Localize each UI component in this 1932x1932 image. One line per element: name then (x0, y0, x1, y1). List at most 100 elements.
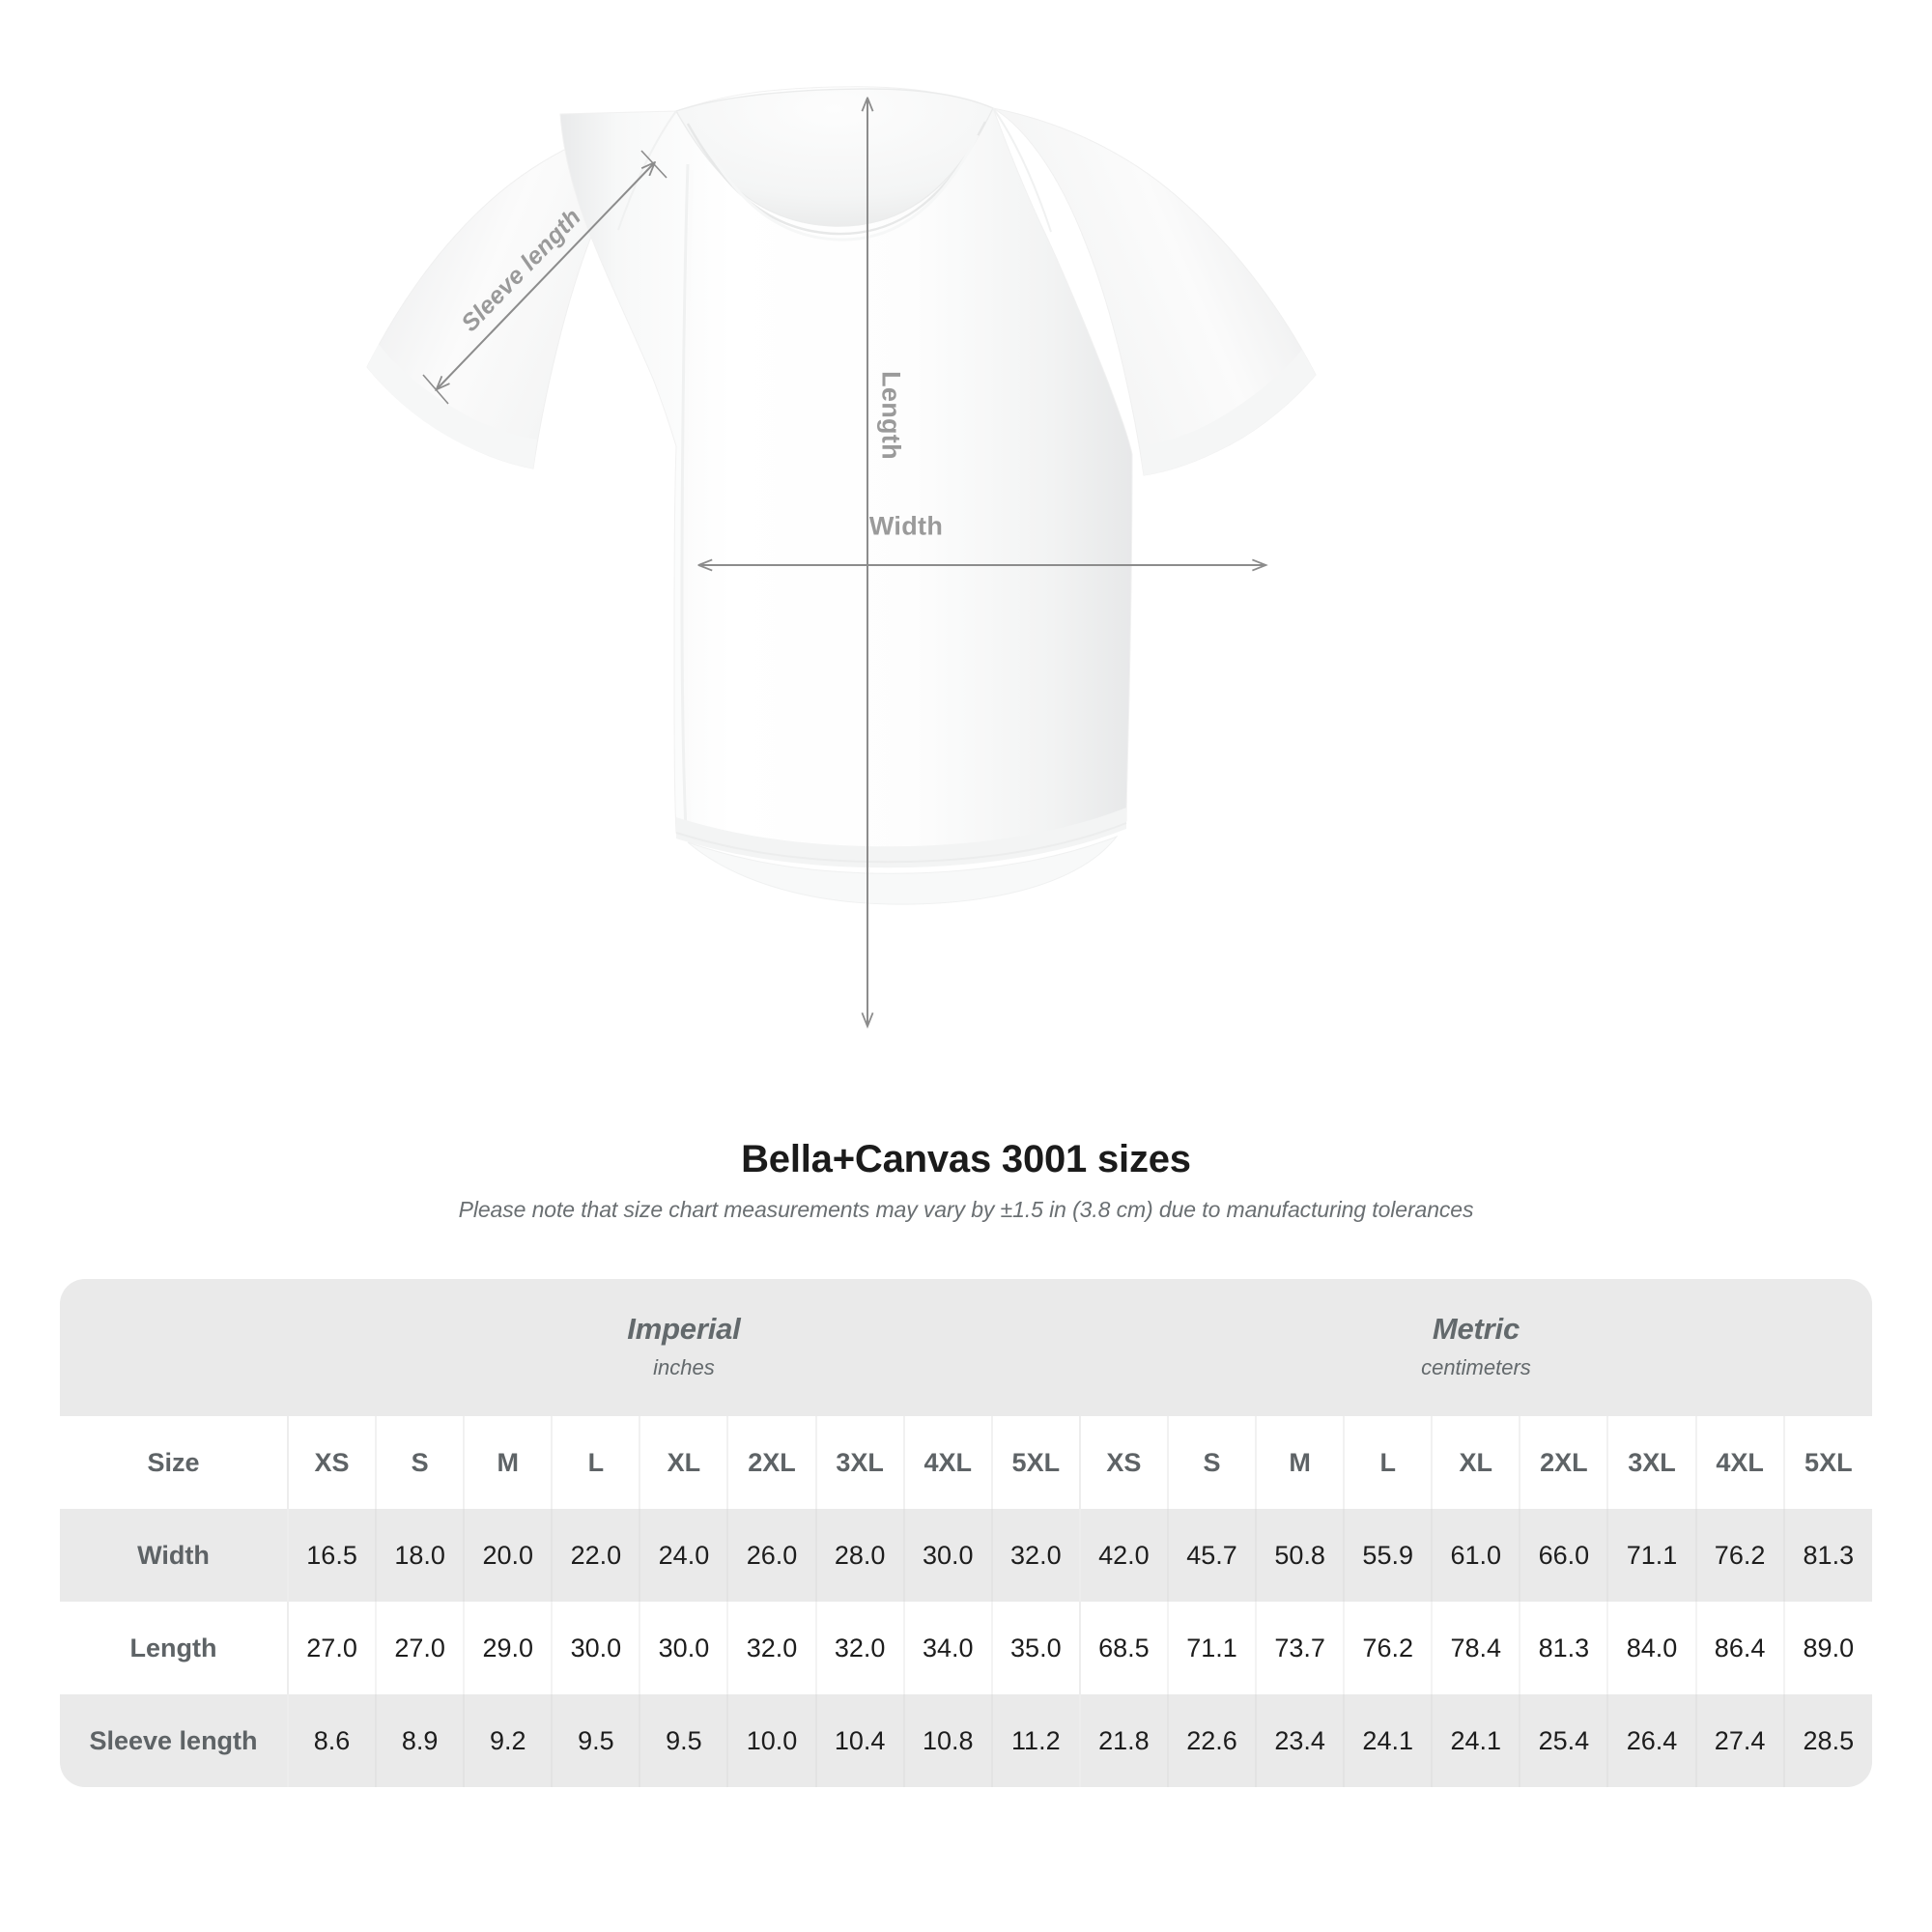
size-header-met-3xl: 3XL (1606, 1416, 1696, 1509)
unit-group-metric-sub: centimeters (1421, 1354, 1531, 1379)
size-header-met-5xl: 5XL (1782, 1416, 1872, 1509)
size-header-met-s: S (1166, 1416, 1257, 1509)
size-header-imp-xl: XL (639, 1416, 728, 1509)
cell-sleeve-met-xl: 24.1 (1431, 1694, 1520, 1787)
unit-group-row: Imperial inches Metric centimeters (60, 1279, 1872, 1416)
size-header-met-l: L (1343, 1416, 1433, 1509)
unit-row-spacer (60, 1279, 289, 1416)
cell-width-met-5xl: 81.3 (1782, 1509, 1872, 1602)
size-table: Imperial inches Metric centimeters Size … (60, 1279, 1872, 1787)
cell-length-imp-4xl: 34.0 (902, 1602, 992, 1694)
size-header-met-m: M (1255, 1416, 1345, 1509)
cell-length-met-3xl: 84.0 (1606, 1602, 1696, 1694)
size-header-met-xs: XS (1078, 1416, 1168, 1509)
cell-length-imp-3xl: 32.0 (814, 1602, 904, 1694)
size-header-imp-m: M (463, 1416, 553, 1509)
size-header-imp-s: S (375, 1416, 465, 1509)
cell-width-imp-2xl: 26.0 (726, 1509, 816, 1602)
unit-group-imperial-name: Imperial (627, 1311, 741, 1346)
row-label-length: Length (60, 1602, 289, 1694)
table-row: Sleeve length 8.6 8.9 9.2 9.5 9.5 10.0 1… (60, 1694, 1872, 1787)
cell-sleeve-imp-2xl: 10.0 (726, 1694, 816, 1787)
cell-width-met-s: 45.7 (1166, 1509, 1257, 1602)
cell-length-imp-xs: 27.0 (287, 1602, 377, 1694)
cell-sleeve-met-s: 22.6 (1166, 1694, 1257, 1787)
row-label-header: Size (60, 1416, 289, 1509)
cell-length-imp-2xl: 32.0 (726, 1602, 816, 1694)
unit-group-metric: Metric centimeters (1079, 1279, 1872, 1416)
cell-width-imp-l: 22.0 (551, 1509, 640, 1602)
row-label-sleeve-length: Sleeve length (60, 1694, 289, 1787)
size-header-imp-2xl: 2XL (726, 1416, 816, 1509)
size-header-imp-3xl: 3XL (814, 1416, 904, 1509)
cell-sleeve-met-l: 24.1 (1343, 1694, 1433, 1787)
table-row: Length 27.0 27.0 29.0 30.0 30.0 32.0 32.… (60, 1602, 1872, 1694)
size-table-container: Imperial inches Metric centimeters Size … (60, 1279, 1872, 1787)
tolerance-note: Please note that size chart measurements… (458, 1197, 1474, 1222)
page-title: Bella+Canvas 3001 sizes (741, 1138, 1191, 1180)
cell-sleeve-imp-xl: 9.5 (639, 1694, 728, 1787)
cell-width-imp-3xl: 28.0 (814, 1509, 904, 1602)
cell-width-imp-4xl: 30.0 (902, 1509, 992, 1602)
cell-length-met-xl: 78.4 (1431, 1602, 1520, 1694)
cell-width-imp-m: 20.0 (463, 1509, 553, 1602)
table-row: Width 16.5 18.0 20.0 22.0 24.0 26.0 28.0… (60, 1509, 1872, 1602)
cell-sleeve-imp-5xl: 11.2 (990, 1694, 1080, 1787)
tshirt-right-sleeve (992, 107, 1317, 476)
cell-length-imp-l: 30.0 (551, 1602, 640, 1694)
cell-sleeve-imp-m: 9.2 (463, 1694, 553, 1787)
cell-width-imp-s: 18.0 (375, 1509, 465, 1602)
heading-block: Bella+Canvas 3001 sizes Please note that… (0, 1138, 1932, 1223)
cell-length-met-l: 76.2 (1343, 1602, 1433, 1694)
size-header-imp-l: L (551, 1416, 640, 1509)
cell-sleeve-met-xs: 21.8 (1078, 1694, 1168, 1787)
cell-length-met-5xl: 89.0 (1782, 1602, 1872, 1694)
cell-sleeve-met-2xl: 25.4 (1519, 1694, 1608, 1787)
cell-sleeve-imp-l: 9.5 (551, 1694, 640, 1787)
tshirt-body (559, 86, 1133, 905)
size-header-met-2xl: 2XL (1519, 1416, 1608, 1509)
cell-width-met-m: 50.8 (1255, 1509, 1345, 1602)
size-header-imp-4xl: 4XL (902, 1416, 992, 1509)
row-label-width: Width (60, 1509, 289, 1602)
cell-sleeve-met-m: 23.4 (1255, 1694, 1345, 1787)
unit-group-metric-name: Metric (1432, 1311, 1520, 1346)
cell-width-imp-xl: 24.0 (639, 1509, 728, 1602)
cell-length-imp-m: 29.0 (463, 1602, 553, 1694)
cell-sleeve-imp-s: 8.9 (375, 1694, 465, 1787)
cell-sleeve-imp-4xl: 10.8 (902, 1694, 992, 1787)
cell-length-imp-xl: 30.0 (639, 1602, 728, 1694)
size-header-row: Size XS S M L XL 2XL 3XL 4XL 5XL XS S M … (60, 1416, 1872, 1509)
cell-sleeve-imp-xs: 8.6 (287, 1694, 377, 1787)
cell-length-met-m: 73.7 (1255, 1602, 1345, 1694)
size-header-met-xl: XL (1431, 1416, 1520, 1509)
cell-sleeve-met-4xl: 27.4 (1694, 1694, 1784, 1787)
cell-length-imp-5xl: 35.0 (990, 1602, 1080, 1694)
sleeve-length-dimension-line (437, 164, 653, 389)
width-label: Width (868, 511, 944, 541)
cell-width-met-l: 55.9 (1343, 1509, 1433, 1602)
cell-width-met-xl: 61.0 (1431, 1509, 1520, 1602)
cell-sleeve-met-3xl: 26.4 (1606, 1694, 1696, 1787)
cell-width-met-4xl: 76.2 (1694, 1509, 1784, 1602)
cell-length-met-4xl: 86.4 (1694, 1602, 1784, 1694)
cell-length-met-s: 71.1 (1166, 1602, 1257, 1694)
size-header-imp-xs: XS (287, 1416, 377, 1509)
cell-width-met-2xl: 66.0 (1519, 1509, 1608, 1602)
cell-width-imp-5xl: 32.0 (990, 1509, 1080, 1602)
cell-sleeve-imp-3xl: 10.4 (814, 1694, 904, 1787)
size-header-met-4xl: 4XL (1694, 1416, 1784, 1509)
unit-group-imperial: Imperial inches (288, 1279, 1080, 1416)
cell-sleeve-met-5xl: 28.5 (1782, 1694, 1872, 1787)
cell-width-met-xs: 42.0 (1078, 1509, 1168, 1602)
length-label: Length (876, 371, 906, 460)
cell-length-met-2xl: 81.3 (1519, 1602, 1608, 1694)
cell-length-met-xs: 68.5 (1078, 1602, 1168, 1694)
cell-width-met-3xl: 71.1 (1606, 1509, 1696, 1602)
cell-width-imp-xs: 16.5 (287, 1509, 377, 1602)
cell-length-imp-s: 27.0 (375, 1602, 465, 1694)
unit-group-imperial-sub: inches (653, 1354, 715, 1379)
tshirt-diagram: Sleeve length Length Width (366, 86, 1317, 1121)
size-header-imp-5xl: 5XL (990, 1416, 1080, 1509)
